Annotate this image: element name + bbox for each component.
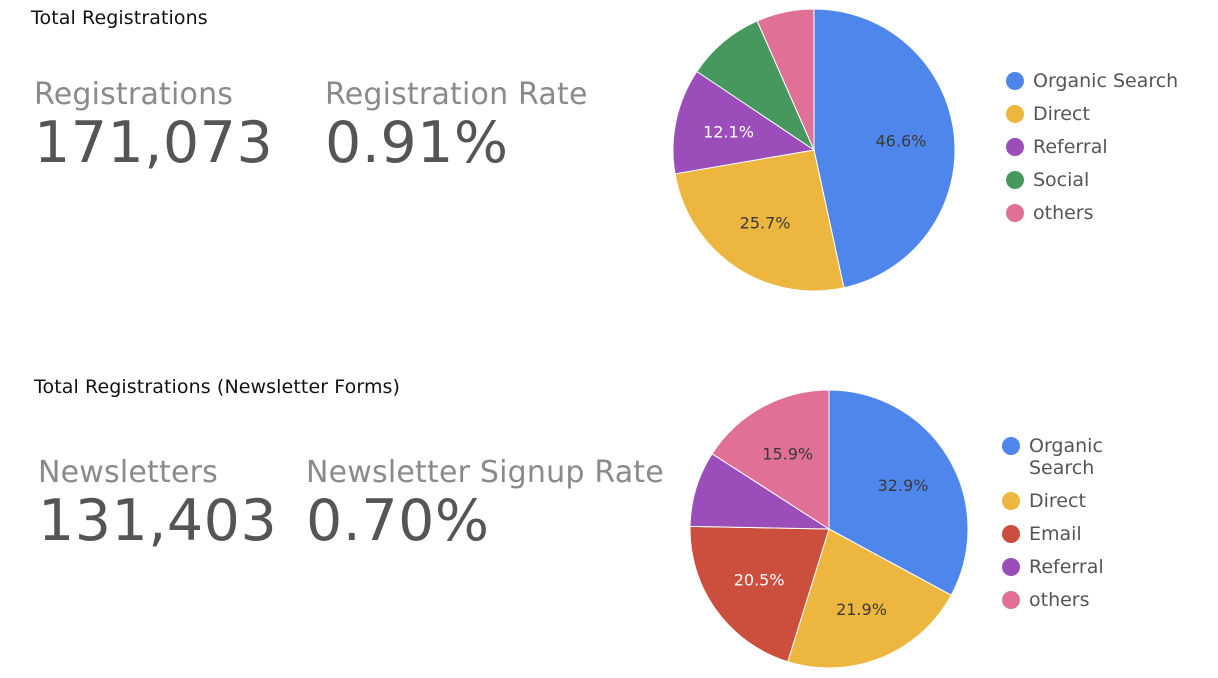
- legend-label: Referral: [1029, 556, 1104, 578]
- legend-swatch: [1002, 558, 1020, 576]
- legend-swatch: [1006, 138, 1024, 156]
- legend-newsletter: Organic Search Direct Email Referral others: [1002, 435, 1122, 622]
- kpi-newsletter-signup-rate: Newsletter Signup Rate 0.70%: [306, 455, 664, 554]
- legend-swatch: [1006, 72, 1024, 90]
- legend-item-organic-search: Organic Search: [1002, 435, 1122, 479]
- legend-item-referral: Referral: [1006, 136, 1206, 158]
- pie-slice-direct: [674, 149, 845, 292]
- kpi-label: Registrations: [34, 77, 234, 112]
- legend-item-social: Social: [1006, 169, 1206, 191]
- slice-label-organic-search: 32.9%: [878, 476, 929, 495]
- pie-slice-social: [696, 20, 816, 152]
- legend-swatch: [1006, 105, 1024, 123]
- slice-label-referral: 12.1%: [703, 123, 754, 142]
- section-title-newsletter: Total Registrations (Newsletter Forms): [34, 376, 401, 398]
- slice-label-direct: 25.7%: [740, 213, 791, 232]
- kpi-registrations: Registrations 171,073: [34, 77, 273, 176]
- legend-label: Organic Search: [1033, 70, 1179, 92]
- kpi-value: 0.70%: [306, 488, 490, 554]
- pie-slice-direct: [787, 528, 952, 669]
- legend-item-direct: Direct: [1002, 490, 1122, 512]
- kpi-label: Registration Rate: [325, 77, 588, 112]
- legend-item-referral: Referral: [1002, 556, 1122, 578]
- legend-item-others: others: [1006, 202, 1206, 224]
- kpi-value: 131,403: [38, 488, 278, 554]
- legend-item-direct: Direct: [1006, 103, 1206, 125]
- pie-slice-organic-search: [813, 8, 956, 289]
- pie-slice-others: [711, 389, 830, 530]
- legend-item-organic-search: Organic Search: [1006, 70, 1206, 92]
- kpi-value: 0.91%: [325, 110, 509, 176]
- legend-swatch: [1002, 525, 1020, 543]
- legend-swatch: [1002, 492, 1020, 510]
- legend-swatch: [1006, 204, 1024, 222]
- kpi-registration-rate: Registration Rate 0.91%: [325, 77, 588, 176]
- slice-label-others: 15.9%: [762, 444, 813, 463]
- legend-swatch: [1002, 591, 1020, 609]
- pie-slice-email: [689, 525, 830, 663]
- slice-label-organic-search: 46.6%: [876, 132, 927, 151]
- legend-label: Organic Search: [1029, 435, 1103, 479]
- kpi-label: Newsletters: [38, 455, 219, 490]
- legend-label: others: [1033, 202, 1094, 224]
- legend-label: Direct: [1029, 490, 1086, 512]
- kpi-newsletters: Newsletters 131,403: [38, 455, 277, 554]
- slice-label-email: 20.5%: [734, 570, 785, 589]
- legend-label: others: [1029, 589, 1090, 611]
- pie-slice-organic-search: [828, 389, 969, 596]
- kpi-label: Newsletter Signup Rate: [306, 455, 664, 490]
- legend-label: Email: [1029, 523, 1082, 545]
- legend-registrations: Organic Search Direct Referral Social others: [1006, 70, 1206, 235]
- legend-label: Social: [1033, 169, 1090, 191]
- section-title-registrations: Total Registrations: [31, 7, 208, 29]
- pie-chart-registrations: 46.6% 25.7% 12.1%: [672, 8, 956, 292]
- slice-label-direct: 21.9%: [836, 600, 887, 619]
- pie-slice-others: [756, 8, 815, 151]
- legend-swatch: [1002, 437, 1020, 455]
- pie-slice-referral: [672, 70, 816, 175]
- legend-label: Direct: [1033, 103, 1090, 125]
- legend-label: Referral: [1033, 136, 1108, 158]
- legend-swatch: [1006, 171, 1024, 189]
- legend-item-email: Email: [1002, 523, 1122, 545]
- kpi-value: 171,073: [34, 110, 274, 176]
- pie-chart-newsletter: 32.9% 21.9% 20.5% 15.9%: [689, 389, 969, 669]
- legend-item-others: others: [1002, 589, 1122, 611]
